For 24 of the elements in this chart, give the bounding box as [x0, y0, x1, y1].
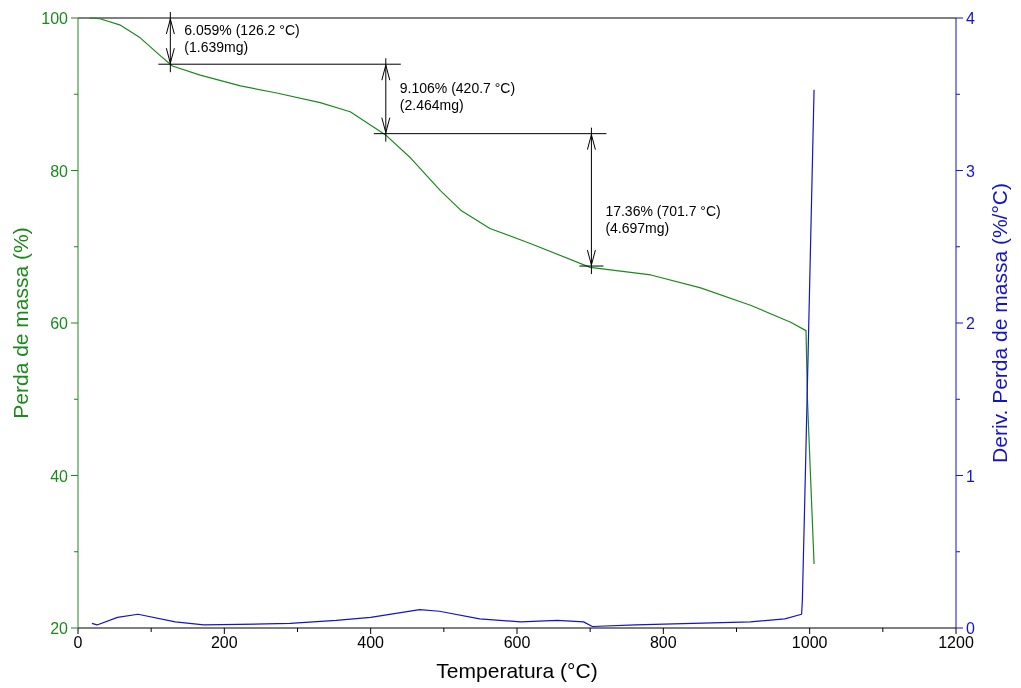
- x-axis-title: Temperatura (°C): [436, 659, 598, 682]
- y2-tick-label: 4: [966, 10, 975, 27]
- y2-tick-label: 2: [966, 315, 975, 332]
- annotation: 9.106% (420.7 °C) (2.464mg): [399, 79, 516, 113]
- y-tick-label: 100: [41, 10, 69, 27]
- y-tick-label: 80: [50, 162, 69, 180]
- y2-tick-label: 1: [966, 467, 975, 485]
- annotation: 17.36% (701.7 °C) (4.697mg): [605, 203, 721, 237]
- y2-axis-title: Deriv. Perda de massa (%/°C): [988, 183, 1011, 463]
- x-tick-label: 800: [649, 634, 677, 651]
- y-tick-label: 20: [50, 620, 69, 637]
- annotation: 6.059% (126.2 °C) (1.639mg): [184, 22, 300, 56]
- x-tick-label: 600: [503, 634, 531, 651]
- y-tick-label: 40: [50, 467, 69, 485]
- y-tick-label: 60: [50, 315, 69, 332]
- x-tick-label: 0: [73, 634, 83, 651]
- x-tick-label: 1000: [791, 634, 828, 651]
- y2-tick-label: 3: [966, 162, 975, 180]
- line-series: [89, 17, 815, 565]
- x-tick-label: 200: [210, 634, 238, 651]
- x-tick-label: 400: [357, 634, 385, 651]
- y2-tick-label: 0: [966, 620, 975, 637]
- x-tick-label: 1200: [938, 634, 974, 651]
- y-axis-title: Perda de massa (%): [9, 227, 32, 419]
